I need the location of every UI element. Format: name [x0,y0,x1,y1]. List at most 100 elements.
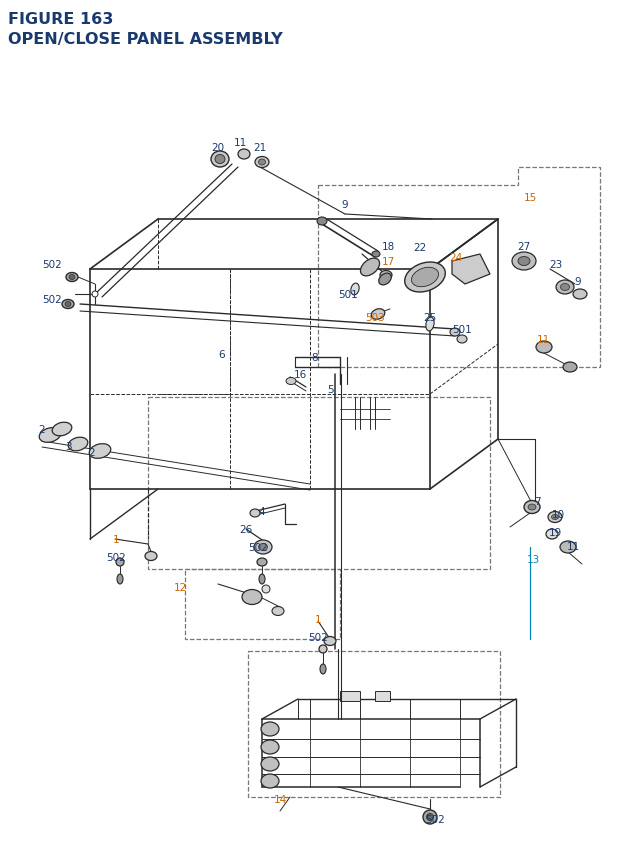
Text: 9: 9 [342,200,348,210]
Ellipse shape [272,607,284,616]
Ellipse shape [211,152,229,168]
Ellipse shape [254,541,272,554]
Ellipse shape [242,590,262,604]
Ellipse shape [351,284,359,295]
Ellipse shape [320,664,326,674]
Ellipse shape [117,574,123,585]
Text: 1: 1 [113,535,119,544]
Ellipse shape [573,289,587,300]
Ellipse shape [69,276,75,280]
Text: 502: 502 [425,814,445,824]
Text: 2: 2 [38,424,45,435]
Ellipse shape [563,362,577,373]
Text: 13: 13 [526,554,540,564]
Ellipse shape [92,292,98,298]
Text: 8: 8 [312,353,318,362]
Text: 20: 20 [211,143,225,152]
Ellipse shape [259,574,265,585]
Ellipse shape [262,585,270,593]
Ellipse shape [261,757,279,771]
Bar [375,691,390,701]
Ellipse shape [450,329,460,337]
Text: 27: 27 [517,242,531,251]
Ellipse shape [371,309,385,320]
Text: 3: 3 [65,442,71,451]
Ellipse shape [68,437,88,451]
Text: 11: 11 [566,542,580,551]
Ellipse shape [116,558,124,567]
Ellipse shape [536,342,552,354]
Ellipse shape [261,740,279,754]
Text: FIGURE 163: FIGURE 163 [8,12,113,27]
Ellipse shape [380,271,392,280]
Text: 26: 26 [239,524,253,535]
Ellipse shape [66,273,78,282]
Text: 11: 11 [536,335,550,344]
Text: 21: 21 [253,143,267,152]
Ellipse shape [317,218,327,226]
Text: OPEN/CLOSE PANEL ASSEMBLY: OPEN/CLOSE PANEL ASSEMBLY [8,32,283,47]
Text: 24: 24 [449,253,463,263]
Ellipse shape [426,814,433,821]
Ellipse shape [423,810,437,824]
Ellipse shape [412,268,438,288]
Text: 503: 503 [365,313,385,323]
Ellipse shape [512,253,536,270]
Text: 10: 10 [552,510,564,519]
Ellipse shape [261,774,279,788]
Text: 501: 501 [452,325,472,335]
Ellipse shape [215,155,225,164]
Text: 1: 1 [315,614,321,624]
Text: 12: 12 [173,582,187,592]
Ellipse shape [89,444,111,459]
Ellipse shape [524,501,540,514]
Ellipse shape [52,423,72,437]
Text: 4: 4 [259,506,266,517]
Ellipse shape [255,158,269,168]
Ellipse shape [259,544,268,551]
Ellipse shape [552,515,559,520]
Ellipse shape [259,160,266,166]
Bar [340,691,360,701]
Ellipse shape [238,150,250,160]
Text: 2: 2 [89,448,95,457]
Ellipse shape [324,637,336,646]
Text: 502: 502 [308,632,328,642]
Text: 502: 502 [42,260,62,269]
Ellipse shape [528,505,536,511]
Ellipse shape [548,512,562,523]
Polygon shape [452,255,490,285]
Ellipse shape [62,300,74,309]
Ellipse shape [560,542,576,554]
Ellipse shape [319,645,327,653]
Ellipse shape [561,284,570,291]
Text: 22: 22 [413,243,427,253]
Ellipse shape [145,552,157,561]
Text: 15: 15 [524,193,536,202]
Ellipse shape [404,263,445,293]
Text: 18: 18 [381,242,395,251]
Ellipse shape [39,428,61,443]
Text: 6: 6 [219,350,225,360]
Text: 502: 502 [248,542,268,553]
Text: 9: 9 [575,276,581,287]
Ellipse shape [286,378,296,385]
Text: 502: 502 [106,553,126,562]
Text: 16: 16 [293,369,307,380]
Ellipse shape [65,302,71,307]
Ellipse shape [379,274,391,286]
Text: 502: 502 [42,294,62,305]
Ellipse shape [457,336,467,344]
Ellipse shape [250,510,260,517]
Ellipse shape [261,722,279,736]
Text: 501: 501 [338,289,358,300]
Ellipse shape [426,318,434,331]
Text: 5: 5 [326,385,333,394]
Ellipse shape [360,259,380,276]
Ellipse shape [556,281,574,294]
Text: 11: 11 [234,138,246,148]
Text: 14: 14 [273,794,287,804]
Ellipse shape [257,558,267,567]
Ellipse shape [546,530,558,539]
Text: 17: 17 [381,257,395,267]
